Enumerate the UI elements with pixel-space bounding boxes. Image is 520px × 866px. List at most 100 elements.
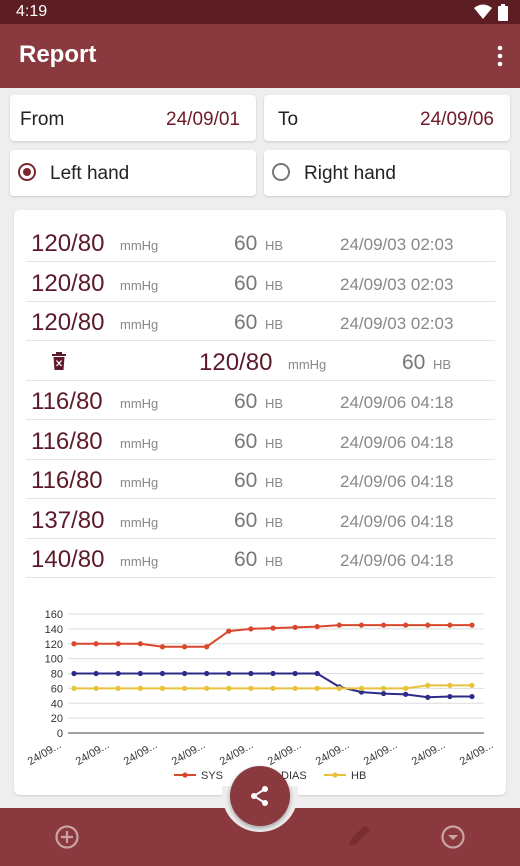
from-date-field[interactable]: From 24/09/01 <box>10 95 256 141</box>
pressure-unit: mmHg <box>120 317 159 332</box>
reading-datetime: 24/09/06 04:18 <box>340 432 454 452</box>
reading-row[interactable]: 116/80 mmHg 60 HB 24/09/06 04:18 <box>26 459 495 499</box>
data-point-dias <box>425 694 431 700</box>
data-point-dias <box>270 670 276 677</box>
left-hand-radio[interactable]: Left hand <box>10 150 256 196</box>
pressure-unit: mmHg <box>120 554 159 569</box>
heart-beat-unit: HB <box>265 238 284 253</box>
diastolic-value: 80 <box>75 388 103 415</box>
data-point-sys <box>270 625 276 631</box>
data-point-sys <box>447 622 453 628</box>
data-point-sys <box>226 628 232 634</box>
more-vert-icon[interactable] <box>494 44 506 68</box>
bp-separator: / <box>71 230 78 257</box>
data-point-sys <box>248 626 254 632</box>
blood-pressure-value: 137/80 <box>31 507 104 535</box>
data-point-hb <box>137 685 143 691</box>
reading-row[interactable]: 120/80 mmHg 60 HB 24/09/03 02:03 <box>26 301 495 341</box>
heart-beat-unit: HB <box>265 396 284 411</box>
blood-pressure-value: 116/80 <box>31 467 103 495</box>
pressure-unit: mmHg <box>120 514 159 530</box>
data-point-dias <box>403 691 409 697</box>
data-point-hb <box>226 685 232 691</box>
data-point-sys <box>93 641 99 647</box>
reading-datetime: 24/09/06 04:18 <box>340 551 454 570</box>
data-point-dias <box>447 693 453 700</box>
heart-beat-value: 60 <box>234 508 258 532</box>
data-point-hb <box>469 682 475 688</box>
data-point-sys <box>159 644 166 650</box>
x-tick-label: 24/09... <box>458 739 496 768</box>
status-time: 4:19 <box>16 3 48 20</box>
y-tick-label: 120 <box>45 639 63 651</box>
heart-beat-value: 60 <box>234 429 258 453</box>
heart-beat-unit: HB <box>265 435 284 451</box>
diastolic-value: 80 <box>75 467 103 494</box>
reading-row[interactable]: 120/80 mmHg 60 HB 24/09/03 02:03 <box>26 262 495 302</box>
blood-pressure-value: 120/80 <box>31 270 104 298</box>
systolic-value: 116 <box>31 427 70 455</box>
data-point-dias <box>358 689 365 695</box>
data-point-dias <box>115 670 121 677</box>
data-point-sys <box>469 622 475 628</box>
pressure-unit: mmHg <box>120 435 159 451</box>
radio-unselected-icon <box>272 163 290 181</box>
heart-beat-value: 60 <box>234 469 258 492</box>
bp-separator: / <box>71 506 78 534</box>
y-tick-label: 80 <box>51 669 63 681</box>
pressure-unit: mmHg <box>120 396 159 411</box>
add-circle-icon[interactable] <box>54 824 80 850</box>
diastolic-value: 80 <box>245 348 273 376</box>
delete-icon[interactable] <box>52 351 66 370</box>
radio-selected-icon <box>18 163 36 181</box>
data-point-dias <box>248 670 254 677</box>
from-label: From <box>20 109 65 130</box>
data-point-hb <box>71 685 77 691</box>
blood-pressure-value: 120/80 <box>31 230 104 258</box>
battery-icon <box>498 4 508 21</box>
blood-pressure-value: 120/80 <box>31 309 104 337</box>
diastolic-value: 80 <box>75 427 103 455</box>
data-point-hb <box>425 682 431 688</box>
data-point-dias <box>159 670 166 677</box>
heart-beat-unit: HB <box>265 317 284 332</box>
systolic-value: 116 <box>31 467 70 494</box>
reading-row[interactable]: 120/80 mmHg 60 HB 24/09/03 02:03 <box>26 222 495 262</box>
reading-row[interactable]: 116/80 mmHg 60 HB 24/09/06 04:18 <box>26 420 495 460</box>
heart-beat-unit: HB <box>265 277 284 293</box>
to-date-field[interactable]: To 24/09/06 <box>264 95 510 141</box>
data-point-dias <box>292 670 298 677</box>
right-hand-radio[interactable]: Right hand <box>264 150 510 196</box>
x-tick-label: 24/09... <box>170 739 208 768</box>
data-point-dias <box>93 670 99 677</box>
data-point-hb <box>358 685 365 691</box>
report-card: 120/80 mmHg 60 HB 24/09/03 02:03 120/80 mmHg 60… <box>14 210 506 795</box>
share-icon <box>251 786 268 806</box>
x-tick-label: 24/09... <box>74 739 112 768</box>
reading-datetime: 24/09/06 04:18 <box>340 511 454 531</box>
series-line-dias <box>74 672 472 699</box>
bp-separator: / <box>69 427 76 455</box>
page-title: Report <box>19 41 97 68</box>
pressure-unit: mmHg <box>288 356 327 372</box>
data-point-sys <box>115 641 121 647</box>
reading-row[interactable]: 116/80 mmHg 60 HB 24/09/06 04:18 <box>26 380 495 420</box>
share-fab-button[interactable] <box>230 766 290 826</box>
reading-row[interactable]: 140/80 mmHg 60 HB 24/09/06 04:18 <box>26 538 495 578</box>
data-point-hb <box>292 685 298 691</box>
edit-pen-icon[interactable] <box>343 820 373 850</box>
systolic-value: 120 <box>199 348 240 376</box>
data-point-hb <box>314 685 320 691</box>
blood-pressure-value: 116/80 <box>31 428 103 456</box>
chevron-down-circle-icon[interactable] <box>440 824 466 850</box>
reading-row[interactable]: 120/80 mmHg 60 HB <box>26 341 495 381</box>
data-point-dias <box>204 670 210 677</box>
data-point-sys <box>181 644 188 650</box>
diastolic-value: 80 <box>77 269 105 297</box>
data-point-sys <box>137 641 143 647</box>
heart-beat-value: 60 <box>402 350 426 374</box>
left-hand-label: Left hand <box>50 163 130 184</box>
pressure-unit: mmHg <box>120 277 159 293</box>
reading-row[interactable]: 137/80 mmHg 60 HB 24/09/06 04:18 <box>26 499 495 539</box>
legend-label: HB <box>351 770 366 782</box>
